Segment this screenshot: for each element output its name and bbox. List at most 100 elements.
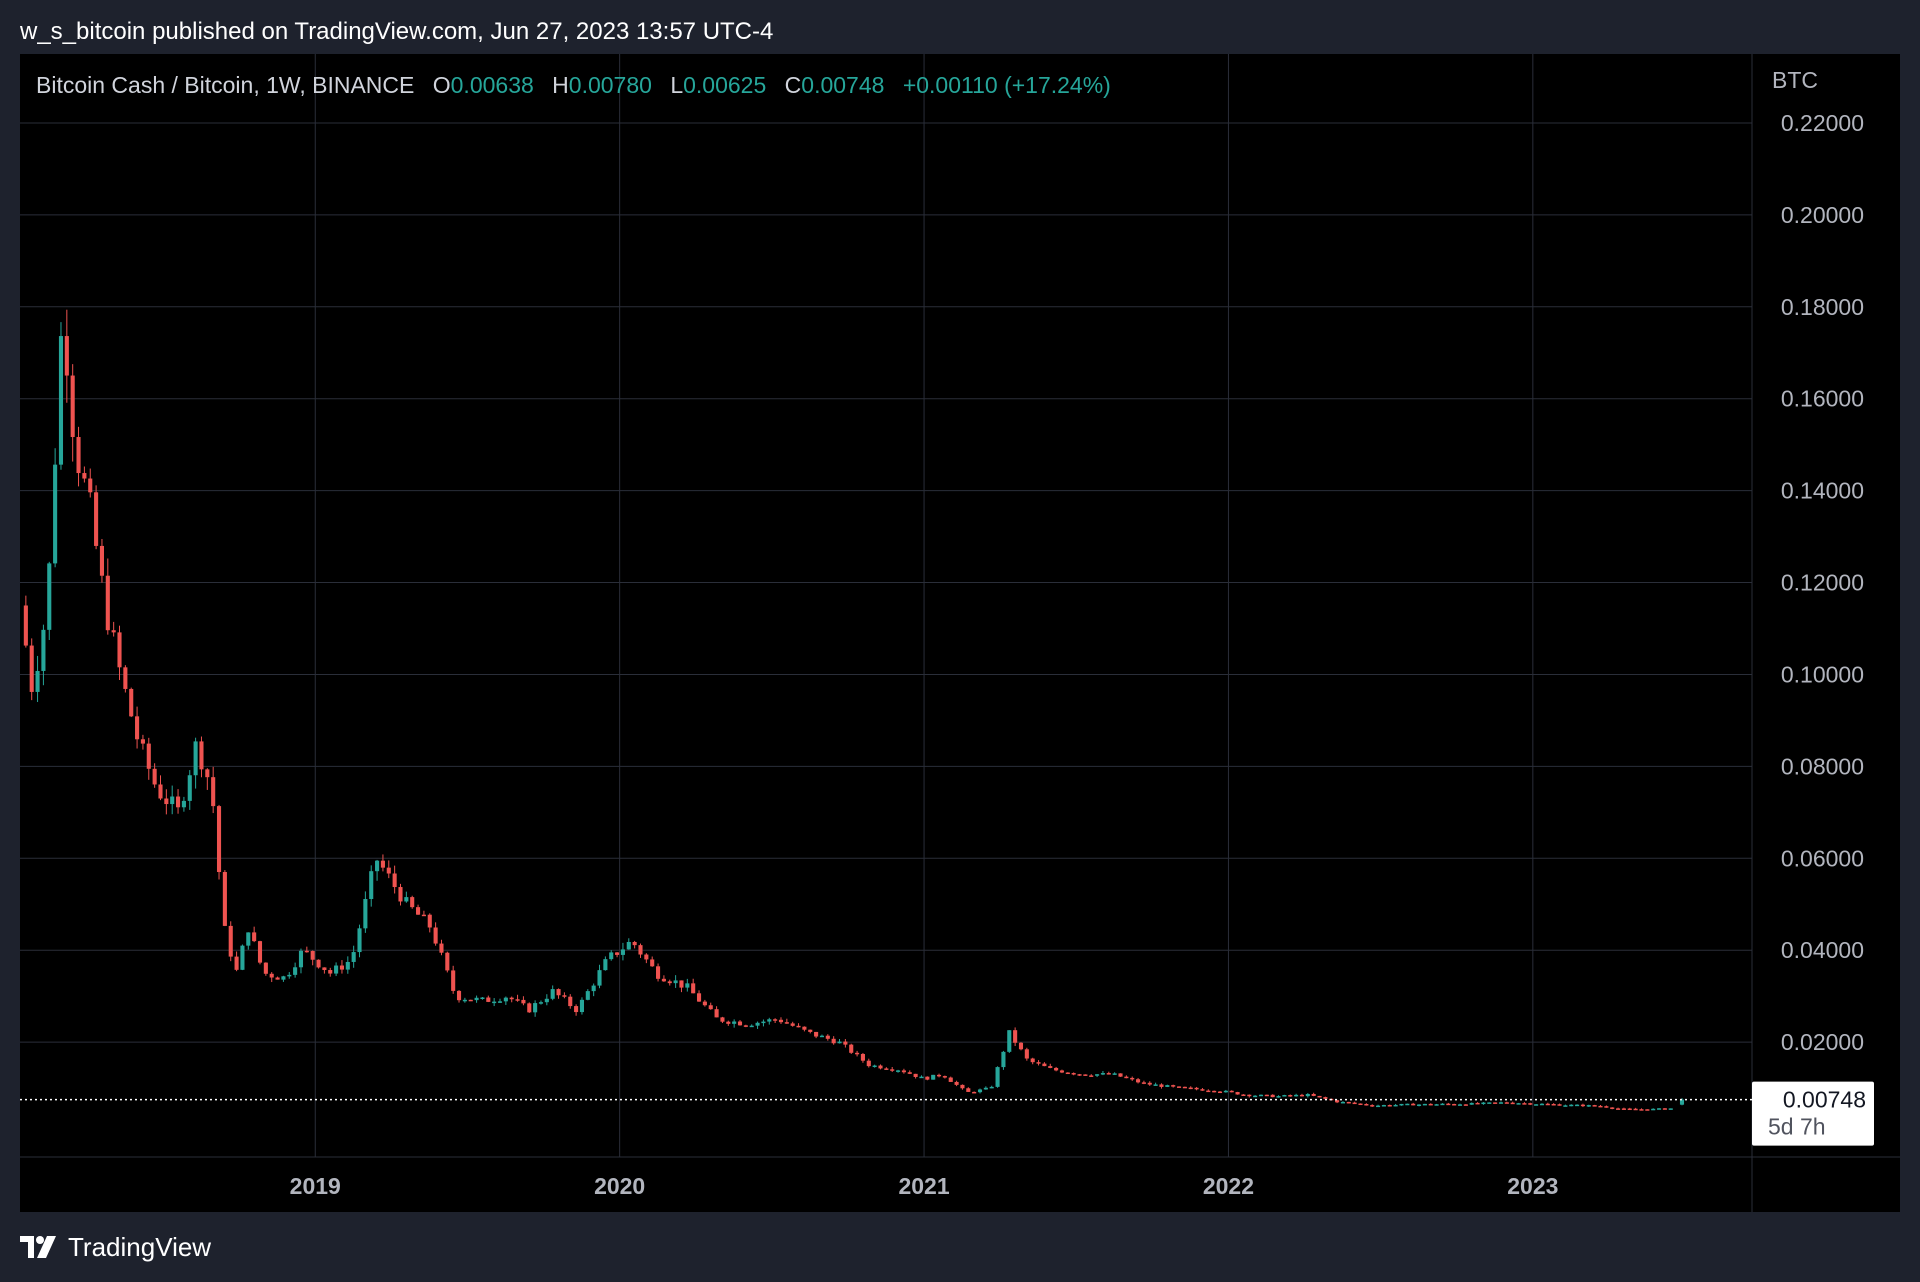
candle-body bbox=[351, 952, 356, 962]
candle-body bbox=[556, 989, 561, 996]
candle-body bbox=[1176, 1086, 1182, 1088]
candle-body bbox=[1633, 1108, 1638, 1111]
open-label: O bbox=[432, 72, 451, 98]
candle-body bbox=[1089, 1075, 1094, 1077]
candle-body bbox=[1569, 1104, 1574, 1107]
candle-body bbox=[1136, 1079, 1141, 1083]
candle-body bbox=[64, 336, 69, 376]
candle-body bbox=[252, 932, 257, 942]
candle-body bbox=[293, 967, 298, 975]
candle-body bbox=[58, 336, 64, 465]
candle-body bbox=[983, 1087, 988, 1090]
candle-body bbox=[1621, 1108, 1626, 1110]
candle-body bbox=[1627, 1108, 1632, 1111]
candle-body bbox=[1516, 1103, 1521, 1105]
candle-body bbox=[1393, 1104, 1398, 1107]
candle-body bbox=[1305, 1094, 1310, 1097]
candle-body bbox=[896, 1070, 901, 1072]
candle-body bbox=[1206, 1090, 1211, 1093]
candle-body bbox=[1551, 1103, 1556, 1106]
symbol-name: Bitcoin Cash / Bitcoin, 1W, BINANCE bbox=[36, 72, 415, 98]
candle-body bbox=[357, 928, 362, 953]
candle-body bbox=[88, 478, 93, 493]
candle-body bbox=[778, 1019, 784, 1023]
candle-body bbox=[1528, 1103, 1533, 1105]
candle-body bbox=[550, 989, 555, 999]
candle-body bbox=[1112, 1073, 1117, 1075]
candle-body bbox=[1030, 1058, 1035, 1063]
candle-body bbox=[445, 952, 450, 971]
candle-body bbox=[158, 784, 163, 799]
candle-body bbox=[398, 887, 403, 902]
candle-body bbox=[205, 769, 210, 778]
candle-body bbox=[691, 983, 696, 994]
candle-body bbox=[492, 1001, 497, 1004]
candle-body bbox=[275, 977, 280, 980]
candle-body bbox=[913, 1073, 918, 1077]
candle-body bbox=[117, 632, 122, 668]
candle-body bbox=[1288, 1095, 1293, 1097]
candle-body bbox=[796, 1025, 801, 1028]
symbol-legend: Bitcoin Cash / Bitcoin, 1W, BINANCE O 0.0… bbox=[36, 70, 1111, 100]
time-tick-label: 2022 bbox=[1203, 1173, 1254, 1199]
candle-body bbox=[363, 899, 368, 929]
candle-body bbox=[456, 990, 462, 1001]
candle-body bbox=[585, 991, 590, 1000]
high-label: H bbox=[552, 72, 569, 98]
candle-body bbox=[673, 980, 678, 984]
candle-body bbox=[1639, 1109, 1644, 1111]
candle-body bbox=[1452, 1103, 1457, 1106]
candle-body bbox=[1024, 1049, 1029, 1059]
tradingview-logo-icon bbox=[20, 1236, 56, 1258]
candle-body bbox=[1212, 1090, 1217, 1093]
candle-body bbox=[462, 999, 467, 1002]
candle-body bbox=[1575, 1104, 1580, 1107]
candle-body bbox=[843, 1041, 848, 1045]
time-tick-label: 2021 bbox=[898, 1173, 949, 1199]
candle-body bbox=[1416, 1104, 1422, 1106]
brand-name: TradingView bbox=[68, 1231, 212, 1262]
candle-body bbox=[521, 999, 526, 1004]
candle-body bbox=[1165, 1085, 1170, 1087]
candle-body bbox=[825, 1035, 830, 1039]
candle-body bbox=[99, 545, 105, 576]
candle-body bbox=[386, 867, 391, 874]
high-value: 0.00780 bbox=[568, 72, 652, 98]
candle-body bbox=[269, 973, 274, 978]
price-tick-label: 0.20000 bbox=[1781, 202, 1864, 228]
candle-body bbox=[47, 563, 52, 630]
candle-body bbox=[1610, 1107, 1615, 1109]
candle-body bbox=[831, 1038, 836, 1044]
candle-body bbox=[1018, 1042, 1024, 1050]
candle-body bbox=[954, 1081, 959, 1085]
candle-body bbox=[152, 768, 157, 785]
candle-body bbox=[334, 965, 339, 974]
candle-body bbox=[310, 950, 315, 960]
candle-body bbox=[369, 871, 374, 900]
candle-body bbox=[164, 798, 169, 805]
candle-body bbox=[416, 907, 421, 915]
candles-group bbox=[23, 309, 1685, 1111]
candle-body bbox=[1346, 1101, 1351, 1104]
candle-body bbox=[1083, 1074, 1088, 1076]
candle-body bbox=[222, 872, 227, 926]
candle-body bbox=[1217, 1091, 1223, 1094]
candle-body bbox=[1253, 1095, 1258, 1098]
candle-body bbox=[1534, 1104, 1539, 1106]
price-tick-label: 0.06000 bbox=[1781, 845, 1864, 871]
candle-body bbox=[720, 1017, 725, 1022]
candle-body bbox=[1106, 1073, 1111, 1075]
chart-frame bbox=[20, 54, 1900, 1212]
candle-body bbox=[1159, 1084, 1164, 1087]
candle-body bbox=[568, 996, 573, 1007]
candle-body bbox=[1124, 1076, 1129, 1079]
candle-body bbox=[1118, 1073, 1123, 1077]
candle-body bbox=[1545, 1103, 1550, 1106]
candle-body bbox=[1171, 1085, 1176, 1087]
price-tick-label: 0.02000 bbox=[1781, 1029, 1864, 1055]
candle-body bbox=[468, 999, 473, 1002]
tradingview-footer: TradingView bbox=[20, 1230, 211, 1264]
candle-body bbox=[802, 1026, 807, 1030]
candle-body bbox=[562, 995, 567, 997]
